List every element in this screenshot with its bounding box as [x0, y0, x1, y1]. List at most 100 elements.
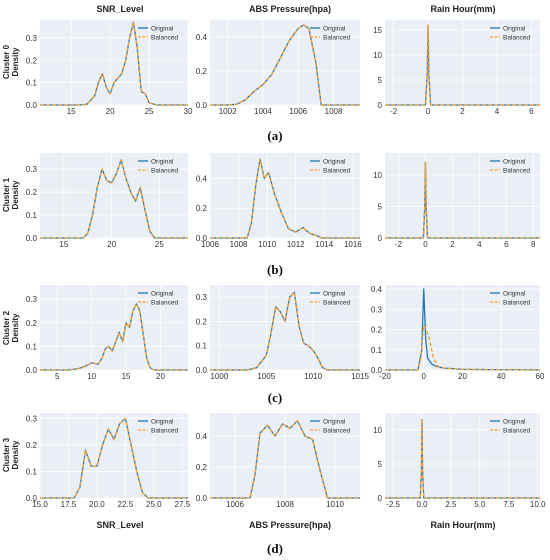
plot-area [40, 285, 188, 370]
y-tick-label: 0.0 [196, 366, 208, 375]
x-tick-label: 1005 [257, 372, 275, 381]
x-tick-label: 2.5 [445, 500, 457, 509]
x-tick-label: 0.0 [416, 500, 428, 509]
x-tick-label: 1014 [315, 240, 333, 249]
x-tick-label: 15 [67, 107, 76, 116]
y-tick-label: 0.2 [26, 441, 38, 450]
plot-area [40, 20, 188, 105]
series-line-balanced [210, 291, 360, 371]
y-tick-label: 0.3 [371, 305, 383, 314]
series-line-balanced [210, 24, 360, 106]
x-tick-label: 1008 [325, 107, 343, 116]
x-tick-label: 20.0 [89, 500, 105, 509]
legend-label-original: Original [503, 26, 526, 33]
series-line-original [210, 420, 360, 499]
x-tick-label: 10.0 [530, 500, 546, 509]
series-line-balanced [385, 24, 540, 106]
legend-label-balanced: Balanced [323, 428, 350, 435]
x-tick-label: 17.5 [61, 500, 77, 509]
legend-label-balanced: Balanced [323, 35, 350, 42]
y-tick-label: 0.0 [26, 234, 38, 243]
x-tick-label: 1006 [201, 240, 219, 249]
x-tick-label: 0 [422, 372, 427, 381]
subplot-r3-c1: 1006 1008 1010 0.0 0.2 0.4 Original Balanced [196, 413, 360, 509]
subplot-r3-c0: 15.0 17.5 20.0 22.5 25.0 27.5 0.0 0.1 0.2 0.3 Orig… [26, 413, 191, 509]
x-tick-label: 5.0 [474, 500, 486, 509]
y-tick-label: 0.1 [26, 467, 38, 476]
legend-label-original: Original [151, 159, 174, 166]
y-tick-label: 0.3 [26, 414, 38, 423]
x-tick-label: 15.0 [32, 500, 48, 509]
x-tick-label: -20 [379, 372, 391, 381]
legend-label-balanced: Balanced [503, 168, 530, 175]
x-tick-label: 30 [184, 107, 193, 116]
x-tick-label: 1010 [258, 240, 276, 249]
x-tick-label: 2 [460, 107, 465, 116]
y-tick-label: 0.1 [371, 346, 383, 355]
legend-label-original: Original [323, 291, 346, 298]
row-label-cluster-2: Cluster 2 [2, 310, 11, 345]
y-tick-label: 0.3 [196, 293, 208, 302]
row-ylabel-3: Density [11, 440, 20, 469]
legend: Original Balanced [310, 419, 350, 435]
y-tick-label: 0.0 [26, 494, 38, 503]
y-tick-label: 0.2 [196, 317, 208, 326]
legend-label-balanced: Balanced [151, 428, 178, 435]
x-tick-label: 1006 [226, 500, 244, 509]
plot-area [40, 413, 188, 498]
y-tick-label: 0.0 [26, 366, 38, 375]
x-tick-label: 1012 [287, 240, 305, 249]
legend-label-original: Original [151, 291, 174, 298]
x-tick-label: -2.5 [386, 500, 400, 509]
legend: Original Balanced [490, 159, 530, 175]
x-tick-label: 1000 [210, 372, 228, 381]
panel-label-a: (a) [267, 128, 282, 143]
y-tick-label: 0.0 [196, 494, 208, 503]
y-tick-label: 0 [378, 494, 383, 503]
subplot-grid: 15 20 25 300.00.10.20.3OriginalBalanced1002… [26, 20, 546, 509]
row-label-cluster-1: Cluster 1 [2, 177, 11, 212]
subplot-r0-c2: -2 0 2 4 6 0 5 10 15 Original Balanced [373, 20, 540, 116]
legend-label-original: Original [503, 419, 526, 426]
plot-area [40, 153, 188, 238]
x-tick-label: 4 [477, 240, 482, 249]
y-tick-label: 0.2 [196, 204, 208, 213]
y-tick-label: 5 [378, 203, 383, 212]
legend-label-original: Original [323, 26, 346, 33]
legend: Original Balanced [490, 419, 530, 435]
series-line-original [385, 419, 540, 499]
legend-label-original: Original [151, 419, 174, 426]
x-tick-label: 25.0 [146, 500, 162, 509]
x-tick-label: 5 [55, 372, 60, 381]
bottom-xlabel-pressure: ABS Pressure(hpa) [249, 520, 331, 530]
x-tick-label: 1015 [351, 372, 369, 381]
x-tick-label: 0 [426, 107, 431, 116]
series-line-balanced [40, 21, 188, 106]
y-tick-label: 15 [373, 26, 382, 35]
legend-label-balanced: Balanced [323, 168, 350, 175]
x-tick-label: 20 [156, 372, 165, 381]
x-tick-label: 1010 [326, 500, 344, 509]
y-tick-label: 0.0 [196, 101, 208, 110]
y-tick-label: 5 [378, 460, 383, 469]
row-label-cluster-3: Cluster 3 [2, 437, 11, 472]
y-tick-label: 0.2 [196, 67, 208, 76]
x-tick-label: -2 [395, 240, 403, 249]
x-tick-label: 2 [450, 240, 455, 249]
x-tick-label: 8 [531, 240, 536, 249]
y-tick-label: 0.2 [371, 326, 383, 335]
subplot-r0-c1: 1002 1004 1006 1008 0.0 0.2 0.4 Original Balance… [196, 20, 360, 116]
y-tick-label: 0.4 [371, 285, 383, 294]
plot-area [210, 20, 360, 105]
y-tick-label: 0.1 [26, 211, 38, 220]
subplot-r1-c0: 15 20 25 0.0 0.1 0.2 0.3 Original Balanced [26, 153, 188, 249]
x-tick-label: 15 [122, 372, 131, 381]
x-tick-label: 1002 [219, 107, 237, 116]
legend: Original Balanced [310, 26, 350, 42]
x-tick-label: 20 [107, 240, 116, 249]
legend: Original Balanced [490, 26, 530, 42]
y-tick-label: 0.3 [26, 295, 38, 304]
plot-area [210, 285, 360, 370]
y-tick-label: 0.2 [196, 463, 208, 472]
